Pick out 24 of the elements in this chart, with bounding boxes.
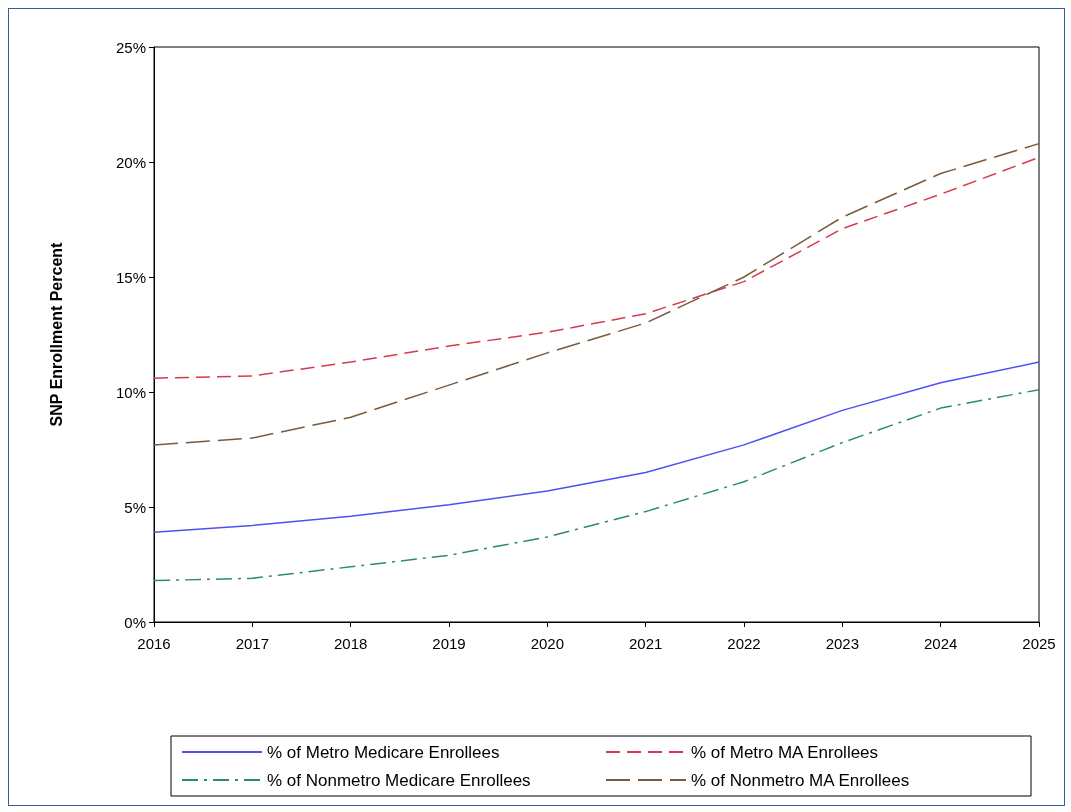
x-tick-label: 2025 bbox=[1022, 635, 1056, 652]
x-tick-label: 2020 bbox=[530, 635, 565, 652]
x-tick-label: 2022 bbox=[727, 635, 761, 652]
legend-label: % of Nonmetro Medicare Enrollees bbox=[267, 770, 531, 790]
x-tick-label: 2023 bbox=[825, 635, 860, 652]
legend-label: % of Metro Medicare Enrollees bbox=[267, 742, 500, 762]
y-tick-label: 10% bbox=[115, 383, 146, 401]
y-tick-label: 5% bbox=[124, 498, 146, 516]
y-axis-title: SNP Enrollment Percent bbox=[47, 241, 65, 427]
x-tick-label: 2019 bbox=[432, 635, 466, 652]
x-tick-label: 2024 bbox=[923, 635, 958, 652]
x-tick-label: 2016 bbox=[137, 635, 171, 652]
y-tick-label: 20% bbox=[115, 153, 146, 171]
line-series bbox=[153, 361, 1040, 534]
line-series bbox=[153, 142, 1040, 446]
x-tick-label: 2018 bbox=[333, 635, 368, 652]
x-tick-label: 2017 bbox=[235, 635, 270, 652]
legend-label: % of Metro MA Enrollees bbox=[691, 742, 879, 762]
y-tick-label: 25% bbox=[115, 38, 146, 56]
y-tick-label: 0% bbox=[124, 613, 146, 631]
line-series bbox=[153, 388, 1040, 582]
x-tick-label: 2021 bbox=[628, 635, 663, 652]
y-tick-label: 15% bbox=[115, 268, 146, 286]
legend-label: % of Nonmetro MA Enrollees bbox=[691, 770, 910, 790]
